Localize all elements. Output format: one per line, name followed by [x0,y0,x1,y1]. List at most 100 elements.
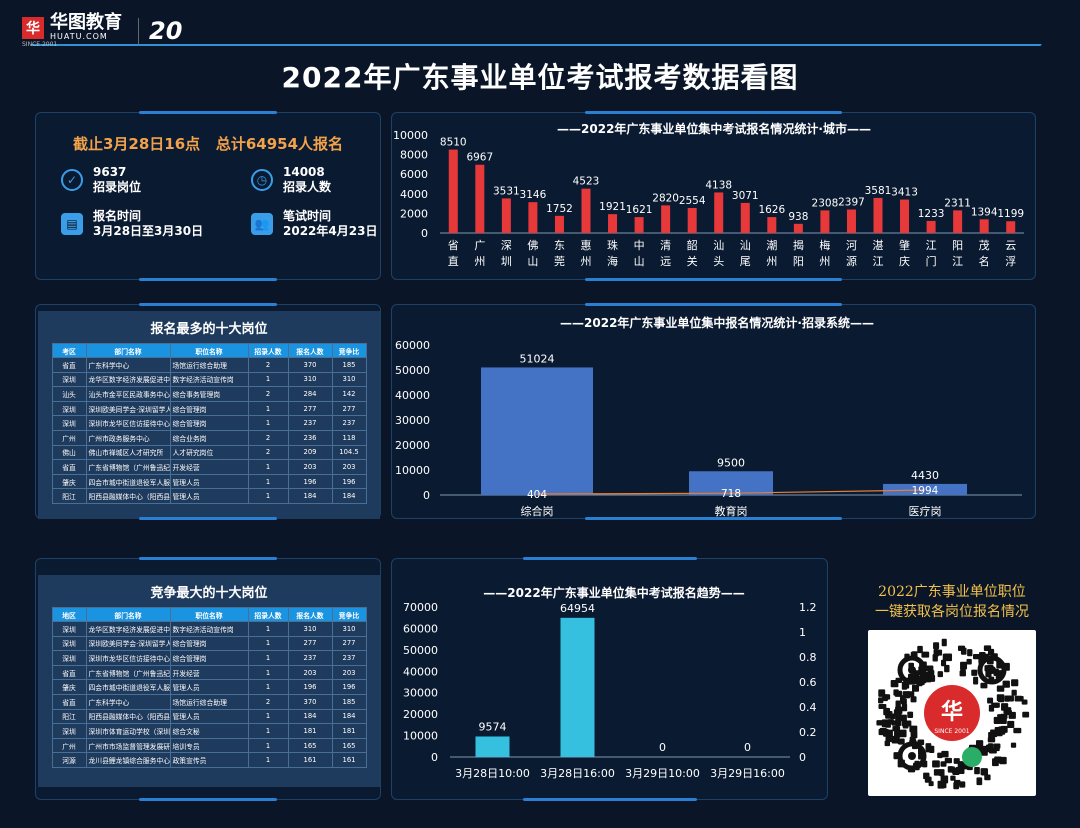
data-label: 3146 [520,189,547,201]
table-cell: 场馆运行综合助理 [169,693,249,710]
kpi-exam-time: 👥 笔试时间 2022年4月23日 [251,209,377,239]
qr-module [928,781,934,787]
y-tick-label: 0 [431,751,438,764]
x-tick-label: 清 [660,239,671,252]
x-tick-label: 州 [819,255,830,268]
table-cell: 场馆运行综合助理 [169,357,249,373]
qr-module [895,713,902,722]
qr-module [879,727,887,734]
table-cell: 人才研究岗位 [169,444,249,461]
table-cell: 肇庆 [51,473,87,490]
qr-module [959,670,966,677]
store-icon: ▤ [61,213,83,235]
x-tick-label: 州 [766,255,777,268]
x-tick-label: 阳 [793,255,804,268]
qr-module [894,730,900,738]
bar [689,471,773,495]
y-tick-label: 10000 [395,464,430,477]
qr-module [917,645,923,654]
brand-since: SINCE 2001 [22,41,58,48]
data-label: 2554 [679,195,706,207]
qr-module [929,674,936,682]
table-cell: 肇庆 [51,679,87,695]
x-tick-label: 州 [474,255,485,268]
table-cell: 广东科学中心 [85,693,171,710]
table-cell: 广州 [51,737,87,754]
table-cell: 203 [331,459,367,475]
table-row: 深圳 深圳欧美同学会·深圳留学人 综合管理岗 1 277 277 [51,635,367,652]
x-tick-label: 江 [873,255,884,268]
table-cell: 277 [287,400,333,417]
x-tick-label: 省 [448,239,459,252]
x-tick-label: 江 [926,239,937,252]
data-label: 6967 [466,152,493,164]
table-cell: 209 [287,444,333,461]
table-cell: 1 [247,650,289,666]
qr-module [900,698,907,705]
x-tick-label: 河 [846,239,857,252]
bar [687,207,697,233]
kpi-recruits: ◷ 14008 招录人数 [251,165,331,195]
qr-module [883,707,890,716]
qr-module [1013,727,1022,734]
column-header: 招录人数 [247,607,289,622]
data-label: 2311 [944,197,971,209]
data-label: 9500 [717,456,745,469]
table-row: 阳江 阳西县融媒体中心（阳西县 管理人员 1 184 184 [51,488,367,504]
table-cell: 深圳 [51,650,87,666]
x-tick-label: 山 [527,255,538,268]
bar [475,164,485,233]
qr-module [878,697,884,704]
table-cell: 省直 [51,693,87,710]
column-header: 竞争比 [331,343,367,358]
table-cell: 310 [331,371,367,388]
column-header: 部门名称 [85,343,171,358]
qr-module [933,642,940,650]
kpi-label: 3月28日至3月30日 [93,224,204,238]
table-cell: 104.5 [331,444,367,461]
data-label: 4523 [573,176,600,188]
x-tick-label: 头 [713,255,724,268]
qr-module [882,694,888,702]
table2-title: 竞争最大的十大岗位 [150,586,268,601]
table-cell: 龙华区数字经济发展促进中 [85,371,171,388]
table-row: 省直 广东省博物馆（广州鲁迅纪 开发经营 1 203 203 [51,664,367,681]
table-cell: 管理人员 [169,708,249,725]
table-cell: 深圳 [51,400,87,417]
qr-module [933,769,941,776]
qr-module [1010,742,1017,748]
table-row: 肇庆 四会市城中街道退役军人服 管理人员 1 196 196 [51,473,367,490]
table-cell: 阳西县融媒体中心（阳西县 [85,488,171,504]
chart-title: ——2022年广东事业单位集中考试报名趋势—— [483,585,744,600]
x-tick-label: 莞 [554,255,565,268]
x-tick-label: 茂 [979,238,990,252]
top-applications-table: 考区 部门名称 职位名称 招录人数 报名人数 竞争比 省直 广东科学中心 场馆运行综合助理 2 37… [51,343,367,504]
table-row: 省直 广东省博物馆（广州鲁迅纪 开发经营 1 203 203 [51,459,367,475]
qr-module [971,669,978,676]
x-tick-label: 浮 [1005,255,1016,268]
qr-module [937,671,943,678]
data-label: 3071 [732,190,759,202]
top-competition-panel: 竞争最大的十大岗位 地区 部门名称 职位名称 招录人数 报名人数 竞争比 深圳 龙华区数字经济… [35,557,381,801]
bar [448,149,458,233]
table-cell: 165 [331,737,367,754]
x-tick-label: 综合岗 [521,504,554,518]
qr-module [973,676,979,685]
x-tick-label: 名 [979,254,990,268]
table-cell: 阳西县融媒体中心（阳西县 [85,708,171,725]
trend-chart: ——2022年广东事业单位集中考试报名趋势—— 0 10000 20000 30000 4… [403,585,817,780]
qr-module [923,772,930,780]
data-label: 2397 [838,197,865,209]
y2-tick-label: 0.8 [799,651,817,664]
x-tick-label: 湛 [873,239,884,252]
qr-code[interactable]: 华 SINCE 2001 [868,630,1036,796]
qr-module [1000,718,1007,725]
table-cell: 培训专员 [169,737,249,754]
x-tick-label: 3月28日10:00 [455,767,530,780]
qr-module [901,703,908,712]
qr-module [992,758,999,767]
qr-module [940,761,947,767]
qr-finder [897,741,927,771]
qr-module [937,752,943,759]
bar [900,199,910,233]
